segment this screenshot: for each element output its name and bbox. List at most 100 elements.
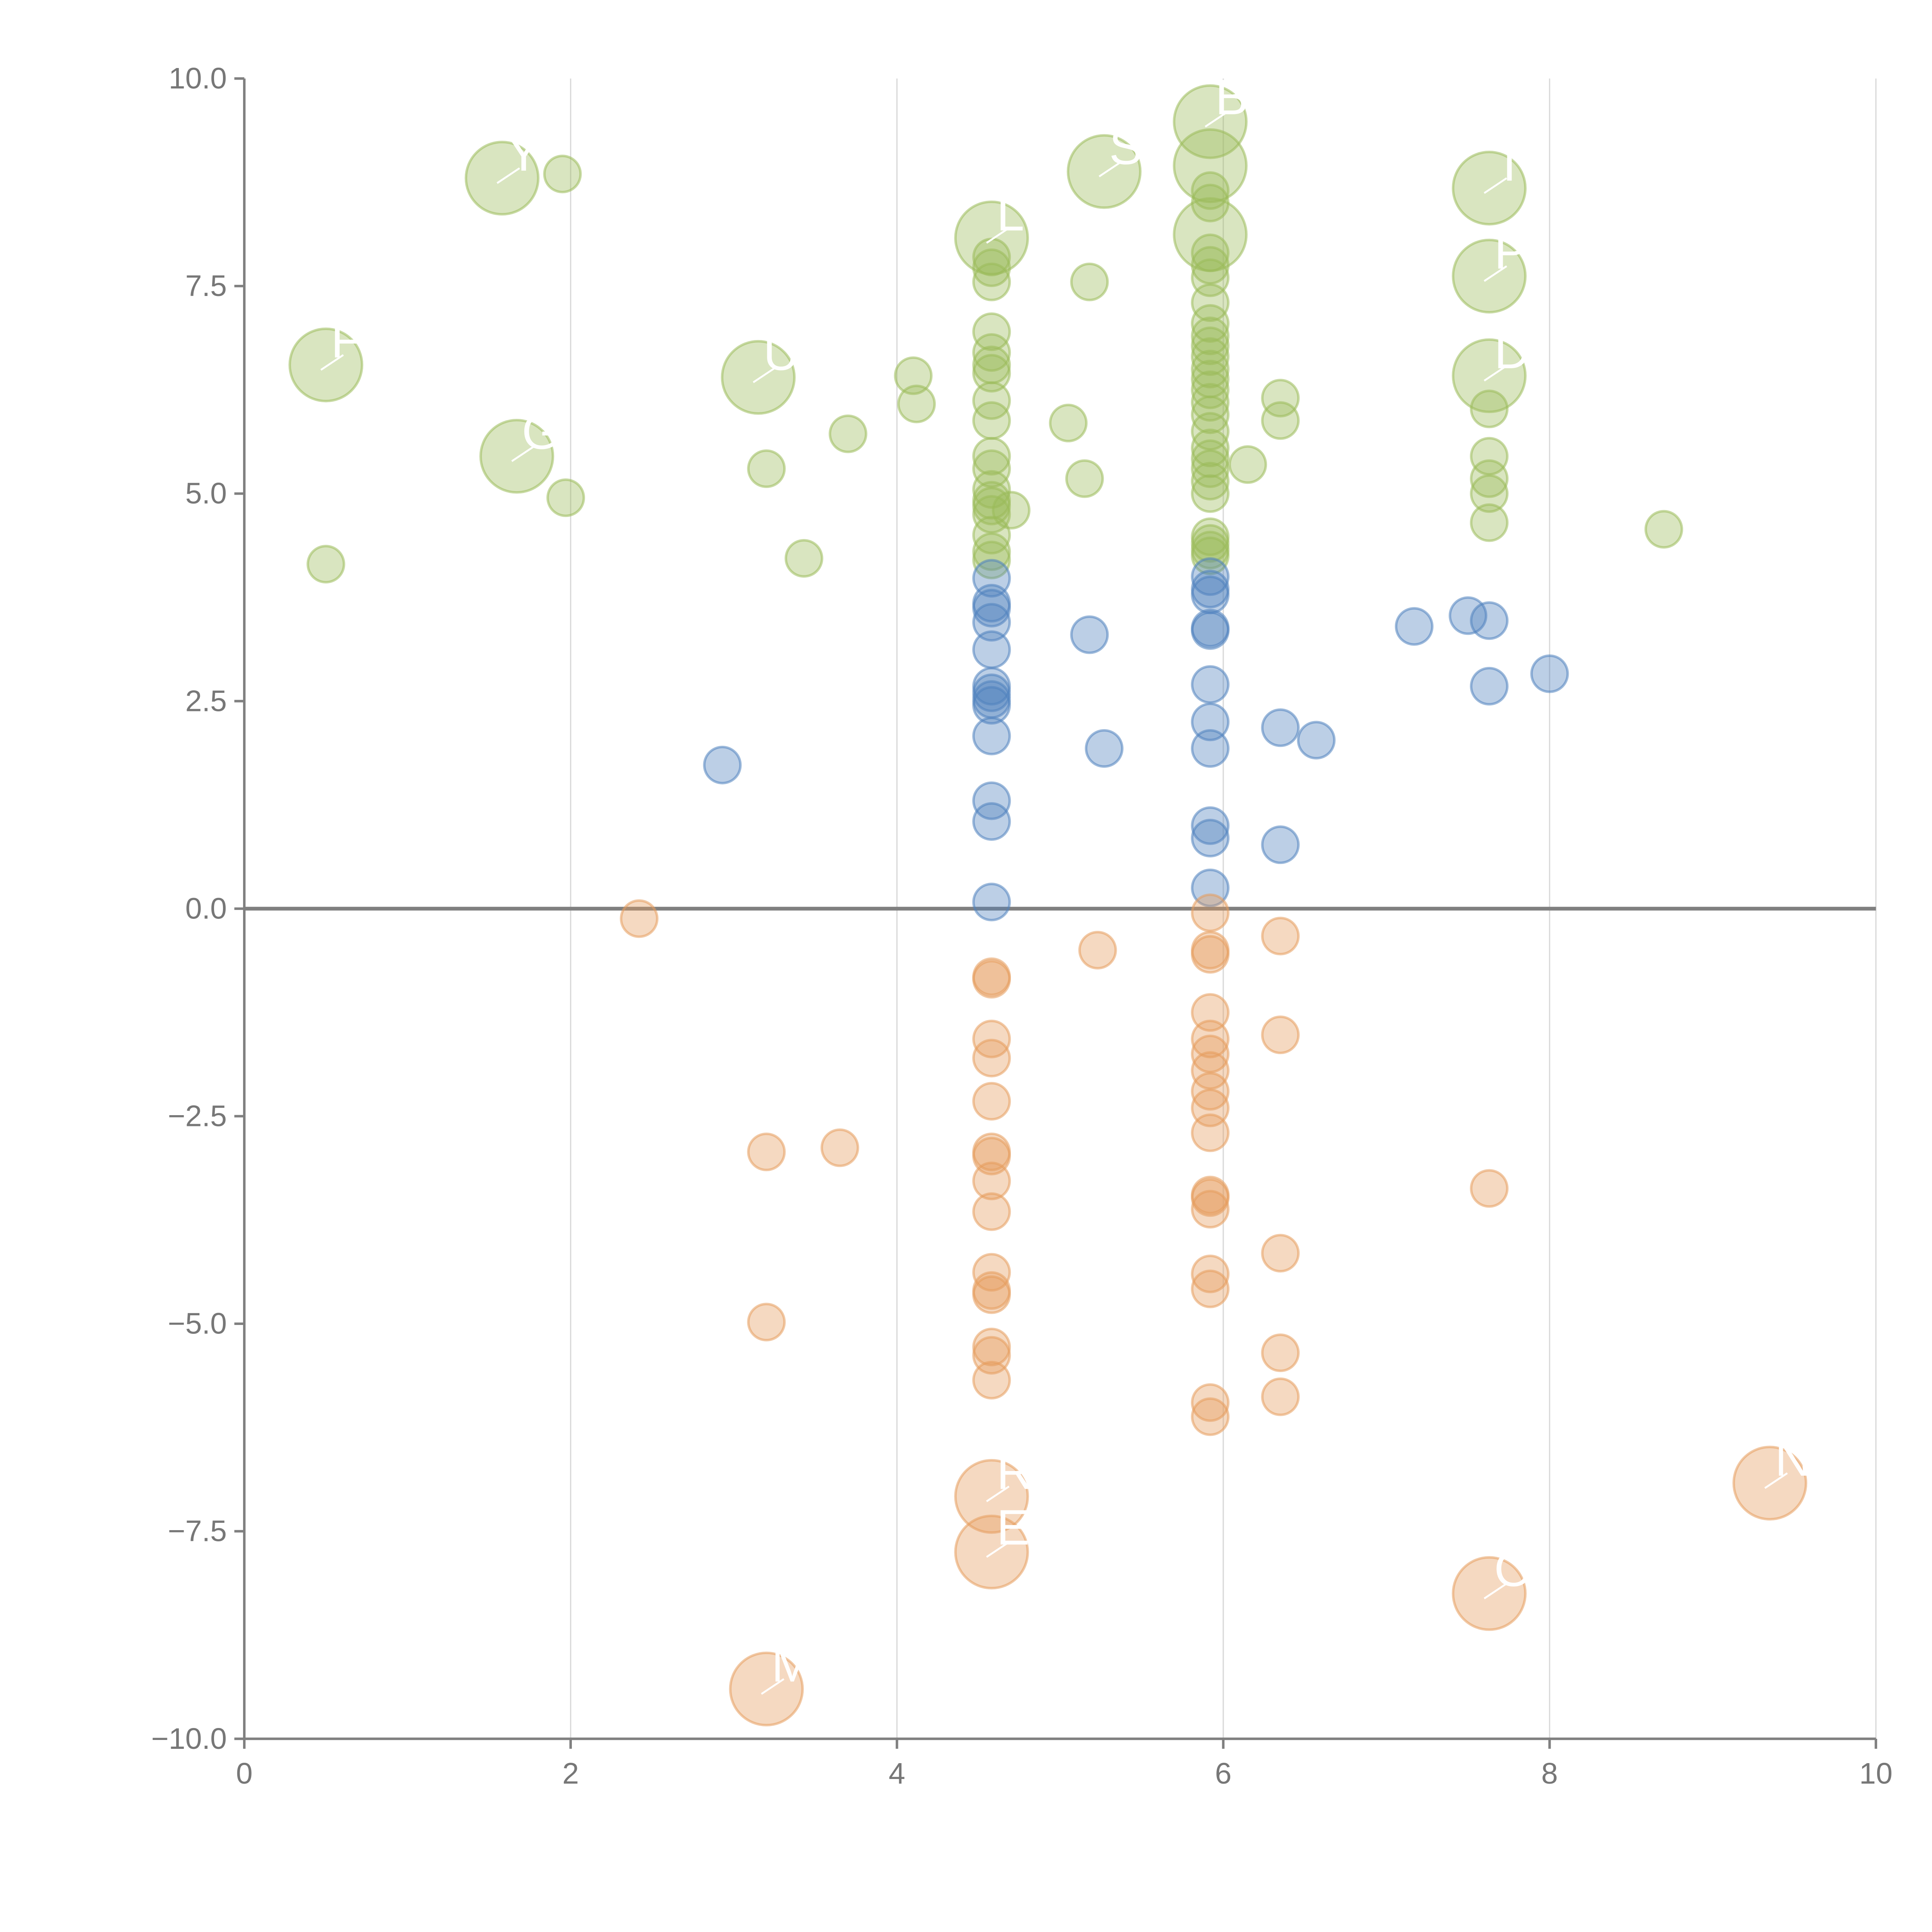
y-tick-label: 10.0 — [168, 62, 227, 95]
bubble-point — [972, 1192, 1011, 1231]
bubble-point — [972, 248, 1011, 287]
bubble-point — [1261, 401, 1300, 440]
bubble-point — [1261, 1234, 1300, 1273]
x-tick-label: 10 — [1859, 1757, 1893, 1790]
point-label: Y — [507, 126, 540, 182]
x-tick-label: 8 — [1541, 1757, 1558, 1790]
bubble-point — [1452, 338, 1527, 413]
bubble-point — [479, 418, 554, 494]
bubble-point — [1066, 134, 1142, 209]
point-label: P — [1494, 224, 1527, 279]
bubble-point — [828, 414, 867, 453]
bubble-point — [972, 1162, 1011, 1201]
bubble-point — [543, 155, 582, 194]
bubble-point — [1191, 462, 1230, 501]
bubble-point — [972, 333, 1011, 372]
bubble-point — [747, 1303, 786, 1342]
label-leader — [497, 167, 520, 184]
point-label-layer: F Y G U L S B TPD M RE O N — [320, 70, 1811, 1695]
bubble-point — [1191, 316, 1230, 355]
bubble-point — [546, 478, 585, 517]
bubble-point — [1470, 503, 1509, 542]
label-leader — [511, 445, 535, 462]
bubble-point — [1191, 729, 1230, 768]
point-label: D — [1494, 323, 1530, 379]
label-leader — [1099, 161, 1122, 177]
bubble-point — [1191, 283, 1230, 322]
bubble-point — [1530, 654, 1569, 693]
y-tick-label: −7.5 — [168, 1515, 227, 1548]
bubble-point — [1261, 1015, 1300, 1054]
bubble-point — [288, 327, 364, 403]
bubble-point — [1191, 474, 1230, 513]
bubble-point — [1173, 84, 1248, 159]
axis-layer: 0 2 4 6 8 10 10.0 7.5 5.0 2.5 0.0 −2.5 −5.0 −7.5 −10.0 — [151, 62, 1893, 1790]
bubble-point — [972, 437, 1011, 476]
bubble-point — [1173, 128, 1248, 203]
bubble-layer — [288, 84, 1808, 1726]
bubble-point — [747, 449, 786, 488]
bubble-point — [1191, 1113, 1230, 1152]
bubble-point — [1297, 721, 1336, 760]
bubble-point — [1452, 151, 1527, 226]
bubble-point — [1395, 607, 1434, 646]
bubble-point — [1191, 993, 1230, 1032]
bubble-point — [1191, 337, 1230, 376]
bubble-point — [620, 899, 659, 938]
bubble-point — [1191, 383, 1230, 422]
point-label: U — [763, 325, 799, 381]
bubble-point — [1470, 459, 1509, 498]
bubble-point — [972, 532, 1011, 571]
y-tick-label: 7.5 — [185, 269, 227, 303]
bubble-point — [1261, 1333, 1300, 1372]
bubble-point — [1470, 389, 1509, 429]
bubble-point — [1191, 1019, 1230, 1058]
y-tick-label: −10.0 — [151, 1722, 227, 1755]
bubble-point — [1452, 1556, 1527, 1631]
bubble-point — [1644, 510, 1683, 549]
bubble-point — [464, 141, 540, 216]
bubble-point — [897, 384, 936, 423]
label-leader — [1483, 1583, 1507, 1599]
y-tick-label: 2.5 — [185, 684, 227, 718]
bubble-point — [1191, 702, 1230, 742]
label-leader — [1483, 265, 1507, 282]
bubble-point — [306, 545, 345, 584]
bubble-point — [1191, 304, 1230, 343]
bubble-point — [972, 401, 1011, 440]
bubble-point — [1191, 1383, 1230, 1422]
label-leader — [753, 366, 776, 383]
bubble-point — [1191, 536, 1230, 575]
y-tick-label: 0.0 — [185, 892, 227, 925]
bubble-point — [1191, 395, 1230, 434]
bubble-point — [1470, 667, 1509, 706]
bubble-point — [1070, 615, 1109, 654]
label-leader — [320, 354, 344, 371]
bubble-point — [1191, 893, 1230, 932]
bubble-point — [972, 630, 1011, 669]
bubble-point — [1191, 575, 1230, 614]
bubble-point — [1191, 819, 1230, 858]
bubble-point — [784, 539, 823, 578]
bubble-point — [972, 802, 1011, 841]
bubble-point — [721, 340, 796, 415]
bubble-point — [1470, 1169, 1509, 1208]
bubble-point — [703, 745, 742, 784]
point-label: T — [1494, 136, 1525, 191]
point-label: M — [771, 1637, 813, 1692]
bubble-point — [972, 686, 1011, 725]
bubble-point — [1191, 665, 1230, 704]
bubble-point — [972, 883, 1011, 922]
label-leader — [1764, 1472, 1788, 1489]
bubble-point — [1452, 238, 1527, 314]
bubble-point — [1261, 825, 1300, 864]
bubble-point — [1732, 1446, 1808, 1521]
bubble-point — [972, 781, 1011, 820]
x-tick-label: 6 — [1215, 1757, 1231, 1790]
point-label: G — [522, 404, 560, 459]
bubble-point — [1085, 729, 1124, 768]
bubble-point — [972, 716, 1011, 755]
bubble-point — [1191, 935, 1230, 974]
bubble-point — [1228, 445, 1267, 484]
